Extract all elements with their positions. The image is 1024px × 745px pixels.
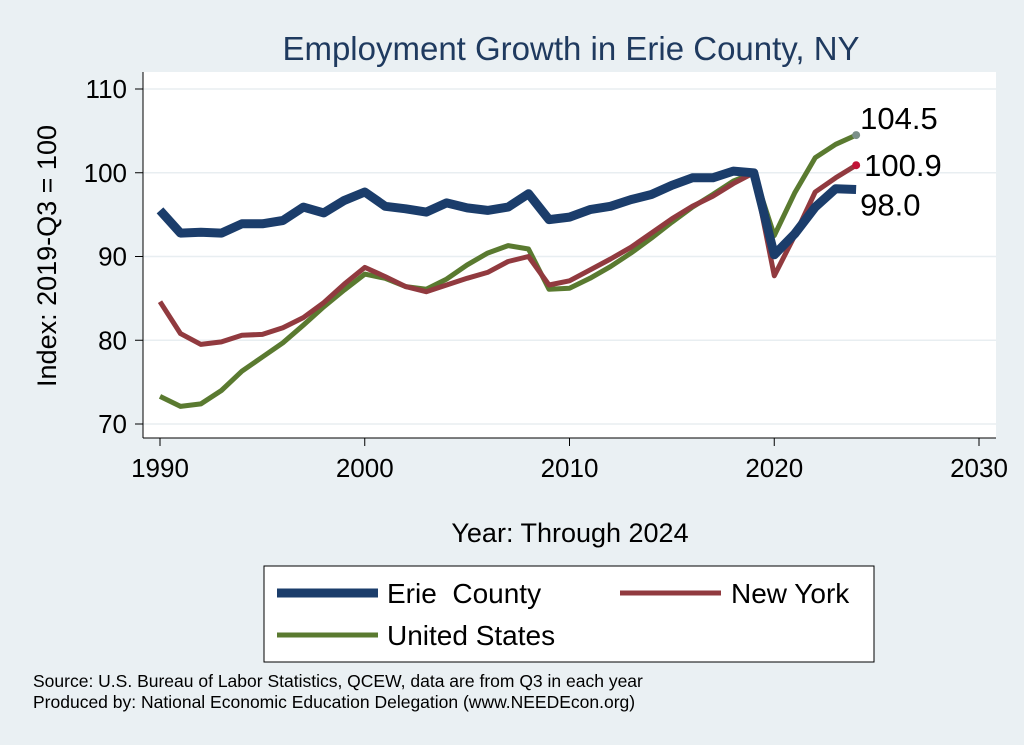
end-marker <box>852 161 861 170</box>
series-line-new-york <box>157 163 858 347</box>
source-note: Source: U.S. Bureau of Labor Statistics,… <box>33 671 643 691</box>
end-label-new-york: 100.9 <box>864 148 942 183</box>
x-tick-label: 2030 <box>950 453 1008 483</box>
y-tick-label: 70 <box>98 409 127 439</box>
end-markers <box>852 131 861 170</box>
y-tick-label: 100 <box>84 158 127 188</box>
x-tick-label: 2020 <box>745 453 803 483</box>
legend-label-united-states: United States <box>387 620 555 651</box>
legend-box <box>263 565 875 663</box>
x-ticks: 1990 2000 2010 2020 2030 <box>131 438 1008 483</box>
y-tick-label: 110 <box>86 74 127 104</box>
end-label-erie-county: 98.0 <box>860 188 920 223</box>
series-lines <box>156 132 858 409</box>
legend-label-erie: Erie County <box>387 578 541 609</box>
chart-title: Employment Growth in Erie County, NY <box>282 30 859 67</box>
legend-label-new-york: New York <box>731 578 850 609</box>
legend: Erie County New York United States <box>263 565 875 663</box>
end-labels: 98.0 100.9 104.5 <box>860 101 942 222</box>
produced-note: Produced by: National Economic Education… <box>33 692 635 712</box>
y-tick-label: 80 <box>98 325 127 355</box>
y-tick-label: 90 <box>98 242 127 272</box>
end-label-united-states: 104.5 <box>860 101 938 136</box>
y-ticks: 70 80 90 100 110 <box>84 74 143 439</box>
x-axis-title: Year: Through 2024 <box>451 518 688 548</box>
series-line-erie-county <box>156 166 857 260</box>
y-axis-title: Index: 2019-Q3 = 100 <box>32 125 62 387</box>
x-tick-label: 2000 <box>336 453 394 483</box>
x-tick-label: 1990 <box>131 453 189 483</box>
x-tick-label: 2010 <box>541 453 599 483</box>
end-marker <box>852 131 861 140</box>
